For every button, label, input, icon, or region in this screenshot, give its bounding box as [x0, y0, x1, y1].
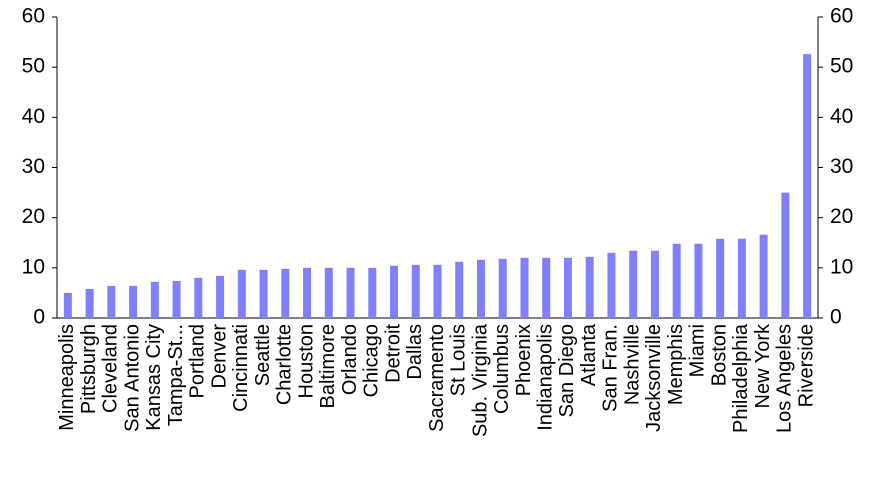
x-tick-label: St Louis: [448, 324, 470, 396]
bar: [368, 267, 377, 318]
bar: [85, 288, 94, 318]
y-tick-label: 10: [22, 255, 45, 278]
bar: [498, 258, 507, 318]
bar: [216, 275, 225, 318]
bar: [607, 252, 616, 318]
x-tick-label: Nashville: [621, 324, 643, 405]
x-tick-label: Phoenix: [513, 324, 535, 396]
x-tick-label: Los Angeles: [774, 324, 796, 433]
y2-tick-label: 0: [830, 306, 842, 329]
y2-tick-label: 20: [830, 205, 853, 228]
bar: [455, 261, 464, 318]
x-tick-label: Sacramento: [426, 324, 448, 432]
bar: [694, 243, 703, 318]
bar: [237, 269, 246, 318]
x-tick-label: New York: [752, 323, 774, 408]
bar: [390, 265, 399, 318]
bar: [759, 234, 768, 318]
x-tick-label: Seattle: [252, 324, 274, 386]
x-tick-label: Jacksonville: [643, 324, 665, 432]
bar: [781, 192, 790, 318]
x-tick-label: Detroit: [382, 324, 404, 383]
bar: [259, 269, 268, 318]
x-tick-label: Cleveland: [100, 324, 122, 413]
bar: [737, 238, 746, 318]
x-tick-label: Boston: [708, 324, 730, 386]
bar: [716, 238, 725, 318]
x-tick-label: Tampa-St...: [165, 324, 187, 426]
y-tick-label: 60: [22, 5, 45, 28]
x-tick-label: Pittsburgh: [78, 324, 100, 414]
bar: [803, 54, 812, 319]
bar: [150, 281, 159, 318]
x-tick-label: Atlanta: [578, 323, 600, 386]
bar: [542, 257, 551, 318]
x-tick-label: Minneapolis: [56, 324, 78, 431]
bar: [303, 267, 312, 318]
y-tick-label: 30: [22, 155, 45, 178]
x-tick-label: Philadelphia: [730, 323, 752, 433]
x-tick-label: San Antonio: [121, 324, 143, 432]
bar: [281, 268, 290, 318]
x-tick-label: Orlando: [339, 324, 361, 395]
x-tick-label: Kansas City: [143, 324, 165, 431]
y2-tick-label: 10: [830, 255, 853, 278]
x-tick-label: Miami: [687, 324, 709, 377]
x-tick-label: Houston: [295, 324, 317, 399]
y-tick-label: 50: [22, 55, 45, 78]
y2-tick-label: 50: [830, 55, 853, 78]
bar: [563, 257, 572, 318]
y-tick-label: 40: [22, 105, 45, 128]
y2-tick-label: 30: [830, 155, 853, 178]
bar: [629, 250, 638, 318]
x-tick-label: Columbus: [491, 324, 513, 414]
bar: [194, 277, 203, 318]
y-tick-label: 0: [33, 306, 45, 329]
x-tick-label: San Diego: [556, 324, 578, 417]
x-tick-label: Chicago: [361, 324, 383, 397]
x-tick-label: Memphis: [665, 324, 687, 405]
bar: [520, 257, 529, 318]
y2-tick-label: 40: [830, 105, 853, 128]
bar: [129, 285, 138, 318]
bar: [324, 267, 333, 318]
x-tick-label: Indianapolis: [534, 324, 556, 431]
x-tick-label: Dallas: [404, 324, 426, 380]
x-tick-label: Riverside: [795, 324, 817, 407]
bar: [346, 267, 355, 318]
bar: [433, 264, 442, 318]
y-tick-label: 20: [22, 205, 45, 228]
bar: [585, 256, 594, 318]
x-tick-label: San Fran.: [600, 324, 622, 412]
x-tick-label: Denver: [208, 324, 230, 389]
x-tick-label: Sub. Virginia: [469, 323, 491, 437]
x-tick-label: Charlotte: [274, 324, 296, 405]
bar: [650, 250, 659, 318]
y2-tick-label: 60: [830, 5, 853, 28]
bar: [63, 292, 72, 318]
x-tick-label: Baltimore: [317, 324, 339, 408]
x-tick-label: Portland: [187, 324, 209, 399]
bar: [107, 285, 116, 318]
bar: [476, 259, 485, 318]
x-tick-label: Cincinnati: [230, 324, 252, 412]
bar: [411, 264, 420, 318]
bar: [672, 243, 681, 318]
bar: [172, 280, 181, 318]
